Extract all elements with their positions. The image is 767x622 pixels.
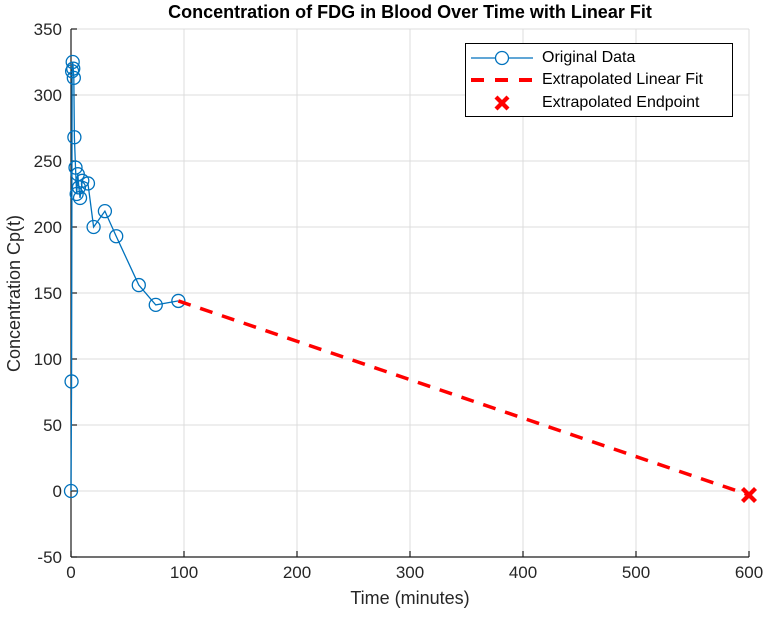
data-line — [70, 61, 179, 492]
series-extrapolated-linear-fit — [177, 299, 750, 497]
data-point-marker — [71, 180, 87, 195]
x-marker-sample-icon — [466, 94, 538, 112]
legend-label: Extrapolated Endpoint — [542, 93, 700, 111]
extrapolated-fit-line — [177, 299, 750, 497]
data-point-marker — [68, 160, 83, 175]
data-point-marker — [72, 190, 88, 206]
data-point-marker — [63, 483, 79, 499]
x-tick-label: 300 — [396, 563, 424, 582]
data-point-marker — [148, 297, 163, 313]
data-point-marker — [80, 176, 96, 191]
data-point-marker — [97, 204, 113, 219]
data-point-marker — [65, 54, 80, 70]
series-original-data — [63, 54, 186, 499]
legend-box: Original Data Extrapolated Linear Fit Ex… — [465, 43, 733, 117]
x-tick-label: 100 — [170, 563, 198, 582]
y-tick-label: 100 — [34, 350, 62, 369]
data-point-marker — [131, 277, 146, 293]
x-tick-label: 200 — [283, 563, 311, 582]
data-point-marker — [66, 61, 81, 76]
y-tick-label: 300 — [34, 86, 62, 105]
y-tick-label: 50 — [43, 416, 62, 435]
data-point-marker — [69, 186, 84, 202]
legend-label: Original Data — [542, 48, 636, 66]
data-point-marker — [86, 219, 101, 235]
legend-label: Extrapolated Linear Fit — [542, 71, 703, 88]
legend-item-original-data: Original Data — [466, 47, 732, 69]
x-tick-label: 600 — [735, 563, 763, 582]
x-axis-label: Time (minutes) — [350, 588, 470, 608]
y-tick-label: 200 — [34, 218, 62, 237]
y-tick-label: 0 — [53, 482, 62, 501]
tick-labels: 0 100 200 300 400 500 600-50050100150200250300… — [34, 20, 764, 582]
y-tick-label: 250 — [34, 152, 62, 171]
data-point-marker — [66, 70, 81, 85]
dashed-line-sample-icon — [466, 71, 538, 89]
data-point-marker — [109, 229, 124, 244]
data-point-marker — [64, 374, 79, 389]
y-tick-label: 150 — [34, 284, 62, 303]
x-tick-label: 400 — [509, 563, 537, 582]
legend-item-extrapolated-linear-fit: Extrapolated Linear Fit — [466, 69, 732, 91]
endpoint-x-marker — [741, 486, 757, 503]
data-point-marker — [67, 130, 82, 145]
line-circle-sample-icon — [466, 49, 538, 67]
series-extrapolated-endpoint — [741, 486, 757, 503]
y-tick-label: -50 — [37, 548, 62, 567]
legend-item-extrapolated-endpoint: Extrapolated Endpoint — [466, 92, 732, 114]
x-tick-label: 500 — [622, 563, 650, 582]
x-tick-label: 0 — [66, 563, 75, 582]
data-point-marker — [171, 293, 186, 309]
chart-title: Concentration of FDG in Blood Over Time … — [168, 2, 652, 22]
y-tick-label: 350 — [34, 20, 62, 39]
